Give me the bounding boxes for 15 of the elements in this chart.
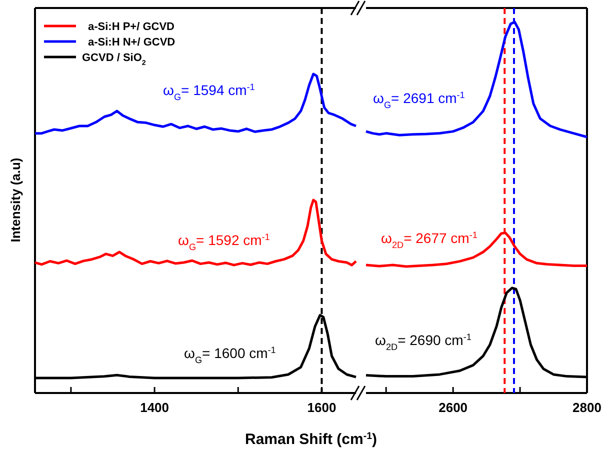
legend-label: a-Si:H N+/ GCVD [88, 36, 176, 48]
legend-label: a-Si:H P+/ GCVD [88, 21, 175, 33]
annotation: ω$_{2D}$= 2690 cm$^{-1}$ [375, 332, 472, 352]
annotation: ω$_{G}$= 1594 cm$^{-1}$ [163, 82, 255, 102]
legend-label: GCVD / SiO$_{2}$ [82, 52, 146, 67]
x-tick-label: 2600 [438, 400, 468, 416]
x-tick-label: 1400 [140, 400, 169, 416]
y-axis-title: Intensity (a.u) [8, 158, 23, 242]
annotation: ω$_{G}$= 2691 cm$^{-1}$ [373, 90, 465, 110]
x-axis-title: Raman Shift (cm$^{-1}$) [244, 430, 378, 448]
annotation: ω$_{2D}$= 2677 cm$^{-1}$ [381, 230, 478, 250]
x-tick-label: 1600 [307, 400, 336, 416]
annotation: ω$_{G}$= 1592 cm$^{-1}$ [178, 232, 270, 252]
x-tick-label: 2800 [572, 400, 602, 416]
annotation: ω$_{G}$= 1600 cm$^{-1}$ [184, 345, 276, 365]
